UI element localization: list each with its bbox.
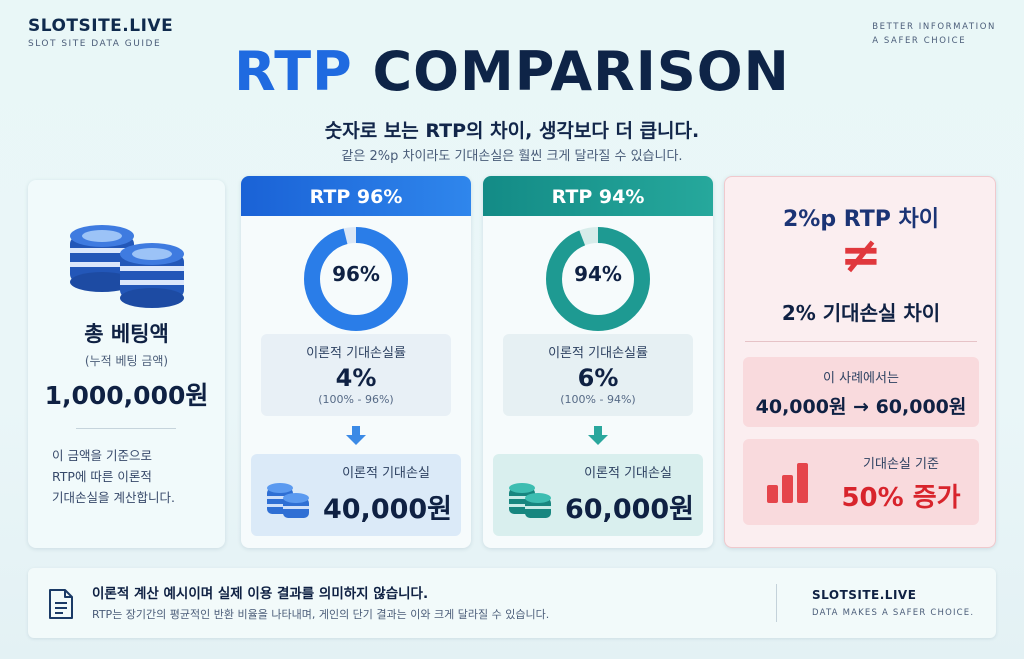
disclaimer-text: 이론적 계산 예시이며 실제 이용 결과를 의미하지 않습니다. — [92, 586, 429, 602]
bar-chart-icon — [767, 463, 808, 503]
total-bet-paren: (누적 베팅 금액) — [84, 354, 169, 368]
coin-stack-icon — [509, 483, 551, 518]
footer-brand-sub: DATA MAKES A SAFER CHOICE. — [812, 608, 975, 618]
total-bet-amount: 1,000,000원 — [44, 381, 209, 410]
loss-rate-calc: (100% - 94%) — [560, 393, 636, 406]
tagline-line-2: A SAFER CHOICE — [872, 36, 967, 46]
case-label: 이 사례에서는 — [823, 371, 899, 386]
divider — [776, 584, 777, 622]
divider — [745, 341, 977, 342]
difference-card: 2%p RTP 차이 ≠ 2% 기대손실 차이 이 사례에서는 40,000원 … — [724, 176, 996, 548]
brand-subtitle: SLOT SITE DATA GUIDE — [28, 39, 162, 49]
expected-loss-value: 60,000원 — [564, 494, 695, 525]
note-line-2: RTP에 따른 이론적 — [52, 469, 152, 484]
total-bet-title: 총 베팅액 — [84, 322, 169, 346]
rtp96-expected-loss-box: 이론적 기대손실 40,000원 — [251, 454, 461, 536]
loss-rate-value: 6% — [577, 364, 619, 392]
rtp94-ring-gauge — [546, 227, 650, 331]
document-icon — [49, 589, 73, 619]
arrow-down-icon — [588, 426, 608, 445]
rtp96-loss-rate-box: 이론적 기대손실률 4% (100% - 96%) — [261, 334, 451, 416]
total-bet-note: 이 금액을 기준으로 RTP에 따른 이론적 기대손실을 계산합니다. — [52, 445, 212, 508]
chip-stack-icon — [70, 225, 184, 308]
case-box: 이 사례에서는 40,000원 → 60,000원 — [743, 357, 979, 427]
rtp96-ring-gauge — [304, 227, 408, 331]
page-subline: 같은 2%p 차이라도 기대손실은 훨씬 크게 달라질 수 있습니다. — [341, 149, 683, 164]
brand-name: SLOTSITE.LIVE — [28, 16, 174, 36]
total-bet-card: 총 베팅액 (누적 베팅 금액) 1,000,000원 이 금액을 기준으로 R… — [28, 180, 225, 548]
loss-rate-label: 이론적 기대손실률 — [306, 346, 406, 361]
loss-rate-value: 4% — [335, 364, 377, 392]
rtp94-ring-fill — [546, 227, 650, 331]
loss-rate-label: 이론적 기대손실률 — [548, 346, 648, 361]
rtp96-ring-fill — [304, 227, 408, 331]
expected-loss-label: 이론적 기대손실 — [342, 466, 430, 481]
tagline: BETTER INFORMATION A SAFER CHOICE — [872, 20, 996, 48]
coin-stack-icon — [267, 483, 309, 518]
not-equal-icon: ≠ — [840, 226, 882, 284]
expected-loss-value: 40,000원 — [322, 494, 453, 525]
loss-rate-calc: (100% - 96%) — [318, 393, 394, 406]
increase-value: 50% 증가 — [841, 483, 961, 513]
rtp96-card: RTP 96% 96% 이론적 기대손실률 4% (100% - 96%) 이론… — [241, 176, 471, 548]
increase-box: 기대손실 기준 50% 증가 — [743, 439, 979, 525]
rtp96-header: RTP 96% — [241, 176, 471, 216]
brand: SLOTSITE.LIVE SLOT SITE DATA GUIDE — [28, 16, 173, 49]
rtp94-loss-rate-box: 이론적 기대손실률 6% (100% - 94%) — [503, 334, 693, 416]
increase-label: 기대손실 기준 — [863, 457, 939, 472]
footer-brand: SLOTSITE.LIVE — [812, 588, 917, 602]
rtp96-ring-label: 96% — [332, 262, 380, 286]
arrow-down-icon — [346, 426, 366, 445]
tagline-line-1: BETTER INFORMATION — [872, 22, 996, 32]
difference-loss-line: 2% 기대손실 차이 — [781, 301, 941, 325]
footer-disclaimer: 이론적 계산 예시이며 실제 이용 결과를 의미하지 않습니다. RTP는 장기… — [28, 568, 996, 638]
rtp94-ring-label: 94% — [574, 262, 622, 286]
note-line-1: 이 금액을 기준으로 — [52, 448, 152, 463]
rtp94-header: RTP 94% — [483, 176, 713, 216]
rtp94-card: RTP 94% 94% 이론적 기대손실률 6% (100% - 94%) 이론… — [483, 176, 713, 548]
note-line-3: 기대손실을 계산합니다. — [52, 490, 175, 505]
difference-rtp-line: 2%p RTP 차이 — [783, 207, 939, 232]
page-subtitle: 숫자로 보는 RTP의 차이, 생각보다 더 큽니다. — [324, 120, 700, 142]
page-title: RTP COMPARISON — [0, 40, 1024, 103]
disclaimer-note: RTP는 장기간의 평균적인 반환 비율을 나타내며, 게인의 단기 결과는 이… — [92, 608, 550, 621]
case-value: 40,000원 → 60,000원 — [755, 396, 967, 418]
divider — [76, 428, 176, 429]
title-rest: COMPARISON — [352, 40, 790, 103]
title-accent: RTP — [234, 40, 353, 103]
rtp94-expected-loss-box: 이론적 기대손실 60,000원 — [493, 454, 703, 536]
expected-loss-label: 이론적 기대손실 — [584, 466, 672, 481]
